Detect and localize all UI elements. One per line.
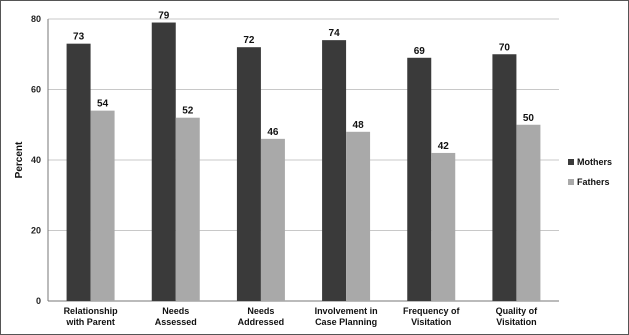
x-tick-label: Needs bbox=[247, 306, 274, 316]
bar-fathers bbox=[346, 131, 371, 301]
x-tick-label: Quality of bbox=[496, 306, 539, 316]
data-label: 73 bbox=[73, 32, 85, 43]
data-label: 48 bbox=[353, 120, 365, 131]
bar-fathers bbox=[431, 152, 456, 301]
bar-fathers bbox=[516, 124, 541, 301]
data-label: 52 bbox=[182, 106, 194, 117]
y-axis-title: Percent bbox=[14, 141, 25, 178]
data-label: 69 bbox=[414, 46, 426, 57]
x-tick-label: Relationship bbox=[64, 306, 119, 316]
x-tick-label: Visitation bbox=[411, 317, 451, 327]
legend-swatch bbox=[568, 159, 574, 165]
bar-mothers bbox=[407, 57, 432, 302]
legend-label: Mothers bbox=[577, 157, 612, 167]
bar-fathers bbox=[260, 138, 285, 301]
x-tick-label: Needs bbox=[162, 306, 189, 316]
x-tick-label: Visitation bbox=[496, 317, 536, 327]
data-label: 70 bbox=[499, 42, 511, 53]
bar-mothers bbox=[151, 22, 176, 302]
legend-label: Fathers bbox=[577, 177, 610, 187]
bar-fathers bbox=[90, 110, 115, 302]
data-label: 79 bbox=[158, 11, 170, 22]
x-tick-label: with Parent bbox=[65, 317, 115, 327]
data-label: 54 bbox=[97, 99, 109, 110]
y-tick-label: 80 bbox=[31, 14, 41, 24]
bar-mothers bbox=[322, 40, 347, 302]
x-tick-label: Frequency of bbox=[403, 306, 461, 316]
data-label: 50 bbox=[523, 113, 535, 124]
x-tick-label: Addressed bbox=[238, 317, 285, 327]
data-label: 42 bbox=[438, 141, 450, 152]
y-tick-label: 60 bbox=[31, 85, 41, 95]
x-tick-label: Involvement in bbox=[315, 306, 378, 316]
bar-mothers bbox=[66, 43, 91, 302]
y-tick-label: 40 bbox=[31, 155, 41, 165]
bar-mothers bbox=[236, 47, 261, 302]
x-tick-label: Case Planning bbox=[315, 317, 377, 327]
data-label: 46 bbox=[267, 127, 279, 138]
y-tick-label: 0 bbox=[36, 296, 41, 306]
legend-swatch bbox=[568, 179, 574, 185]
data-label: 72 bbox=[243, 35, 255, 46]
y-tick-label: 20 bbox=[31, 226, 41, 236]
x-tick-label: Assessed bbox=[155, 317, 197, 327]
bar-mothers bbox=[492, 54, 517, 301]
bar-fathers bbox=[175, 117, 200, 301]
data-label: 74 bbox=[329, 28, 341, 39]
